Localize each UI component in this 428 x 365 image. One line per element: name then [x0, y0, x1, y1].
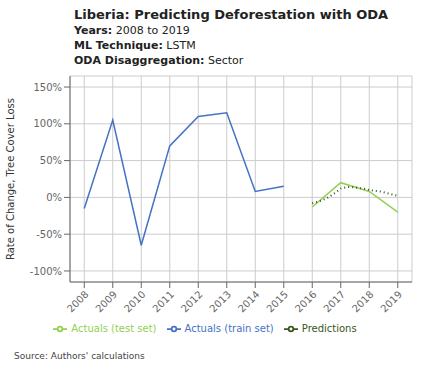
html-text:Actuals (test set): Actuals (test set): [71, 323, 157, 334]
svg-text:2014: 2014: [236, 289, 262, 315]
svg-text:150%: 150%: [33, 82, 62, 93]
svg-text:2009: 2009: [93, 289, 119, 315]
svg-text:2010: 2010: [122, 289, 148, 315]
svg-text:-50%: -50%: [36, 229, 62, 240]
svg-text:100%: 100%: [33, 118, 62, 129]
svg-text:2016: 2016: [293, 289, 319, 315]
svg-text:2012: 2012: [179, 289, 205, 315]
svg-text:Rate of Change, Tree Cover Los: Rate of Change, Tree Cover Loss: [8, 98, 16, 260]
svg-text:2013: 2013: [207, 289, 233, 315]
svg-text:2017: 2017: [321, 289, 347, 315]
svg-text:2018: 2018: [350, 289, 376, 315]
svg-text:2015: 2015: [264, 289, 290, 315]
svg-text:50%: 50%: [40, 155, 62, 166]
html-text:Actuals (train set): Actuals (train set): [184, 323, 274, 334]
html-text:Liberia: Predicting Deforestat: Liberia: Predicting Deforestation with O…: [74, 7, 389, 22]
svg-text:-100%: -100%: [30, 266, 62, 277]
html-text:ML Technique: LSTM: ML Technique: LSTM: [74, 39, 196, 52]
html-text:Years: 2008 to 2019: Years: 2008 to 2019: [74, 24, 190, 37]
svg-text:2008: 2008: [65, 289, 91, 315]
svg-text:0%: 0%: [46, 192, 62, 203]
html-text:Predictions: Predictions: [301, 323, 357, 334]
svg-text:2019: 2019: [378, 289, 404, 315]
svg-text:2011: 2011: [150, 289, 176, 315]
html-text:ODA Disaggregation: Sector: ODA Disaggregation: Sector: [74, 54, 244, 67]
html-text:Source: Authors' calculations: Source: Authors' calculations: [14, 351, 145, 361]
